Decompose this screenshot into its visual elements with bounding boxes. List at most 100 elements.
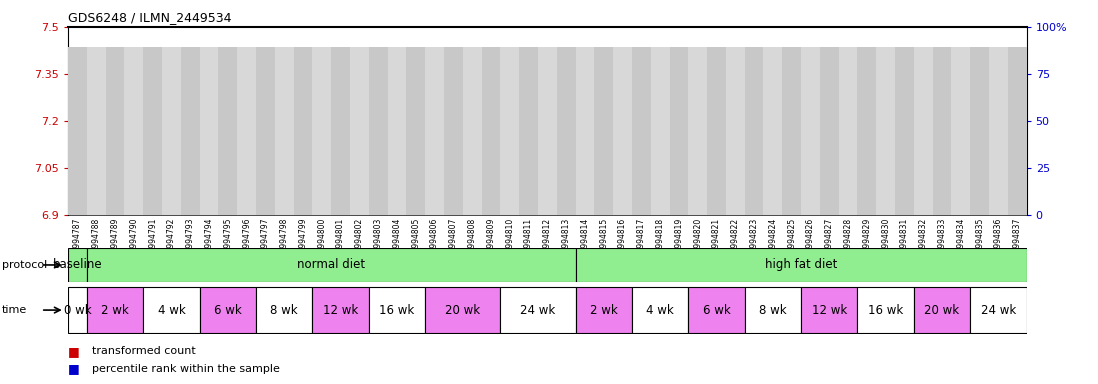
Bar [632, 47, 651, 215]
Bar [350, 47, 369, 215]
Bar [369, 287, 425, 333]
Bar [575, 47, 594, 215]
Bar [782, 47, 802, 215]
Bar [406, 47, 425, 215]
Bar [675, 124, 682, 215]
Bar [369, 47, 388, 215]
Bar [726, 47, 744, 215]
Bar [105, 47, 124, 215]
Text: ■: ■ [68, 345, 80, 358]
Bar [469, 108, 475, 215]
Bar [901, 127, 908, 215]
Bar [613, 47, 632, 215]
Bar [425, 287, 501, 333]
Text: 8 wk: 8 wk [270, 304, 298, 316]
Bar [143, 47, 163, 215]
Bar [858, 47, 876, 215]
Bar [87, 47, 105, 215]
Bar [124, 47, 143, 215]
Bar [112, 74, 119, 215]
Bar [638, 124, 645, 215]
Bar [281, 137, 288, 215]
Bar [619, 121, 626, 215]
Bar [337, 131, 344, 215]
Text: baseline: baseline [53, 258, 102, 271]
Bar [525, 118, 531, 215]
Bar [163, 47, 181, 215]
Bar [751, 121, 758, 215]
Bar [256, 47, 274, 215]
Bar [920, 127, 927, 215]
Bar [1013, 77, 1020, 215]
Bar [844, 124, 851, 215]
Bar [450, 111, 457, 215]
Bar [582, 121, 589, 215]
Bar [714, 124, 720, 215]
Text: 12 wk: 12 wk [811, 304, 847, 316]
Bar [413, 124, 419, 215]
Bar [519, 47, 538, 215]
Bar [688, 47, 707, 215]
Bar [187, 174, 193, 215]
Bar [394, 74, 401, 215]
Bar [788, 168, 795, 215]
Text: transformed count: transformed count [92, 346, 195, 356]
Bar [876, 47, 895, 215]
Bar [501, 47, 519, 215]
Bar [657, 212, 663, 215]
Bar [826, 124, 832, 215]
Bar [87, 287, 143, 333]
Bar [488, 77, 494, 215]
Bar [68, 287, 87, 333]
Bar [820, 47, 839, 215]
Bar [807, 121, 814, 215]
Bar [181, 47, 200, 215]
Bar [971, 287, 1027, 333]
Text: 0 wk: 0 wk [64, 304, 91, 316]
Bar [68, 248, 87, 281]
Bar [388, 47, 406, 215]
Bar [237, 47, 256, 215]
Bar [300, 118, 306, 215]
Bar [770, 74, 776, 215]
Text: protocol: protocol [2, 260, 47, 270]
Bar [168, 118, 175, 215]
Bar [932, 47, 952, 215]
Bar [670, 47, 688, 215]
Bar [1008, 47, 1027, 215]
Text: time: time [2, 305, 27, 315]
Text: 16 wk: 16 wk [869, 304, 904, 316]
Bar [732, 121, 739, 215]
Bar [895, 47, 914, 215]
Bar [802, 287, 858, 333]
Bar [87, 248, 575, 281]
Bar [482, 47, 501, 215]
Bar [332, 47, 350, 215]
Text: 2 wk: 2 wk [590, 304, 617, 316]
Bar [313, 287, 369, 333]
Bar [957, 115, 964, 215]
Bar [68, 47, 87, 215]
Text: 16 wk: 16 wk [380, 304, 415, 316]
Text: 6 wk: 6 wk [214, 304, 242, 316]
Bar [143, 287, 200, 333]
Bar [256, 287, 313, 333]
Bar [318, 124, 325, 215]
Text: 20 wk: 20 wk [445, 304, 480, 316]
Bar [839, 47, 858, 215]
Bar [274, 47, 293, 215]
Bar [763, 47, 782, 215]
Text: 24 wk: 24 wk [981, 304, 1016, 316]
Bar [506, 77, 513, 215]
Text: 4 wk: 4 wk [158, 304, 186, 316]
Bar [75, 121, 81, 215]
Text: GDS6248 / ILMN_2449534: GDS6248 / ILMN_2449534 [68, 12, 232, 25]
Text: high fat diet: high fat diet [765, 258, 838, 271]
Text: 20 wk: 20 wk [925, 304, 960, 316]
Bar [744, 47, 763, 215]
Bar [688, 287, 744, 333]
Text: 2 wk: 2 wk [101, 304, 128, 316]
Bar [219, 47, 237, 215]
Bar [952, 47, 971, 215]
Text: 24 wk: 24 wk [520, 304, 556, 316]
